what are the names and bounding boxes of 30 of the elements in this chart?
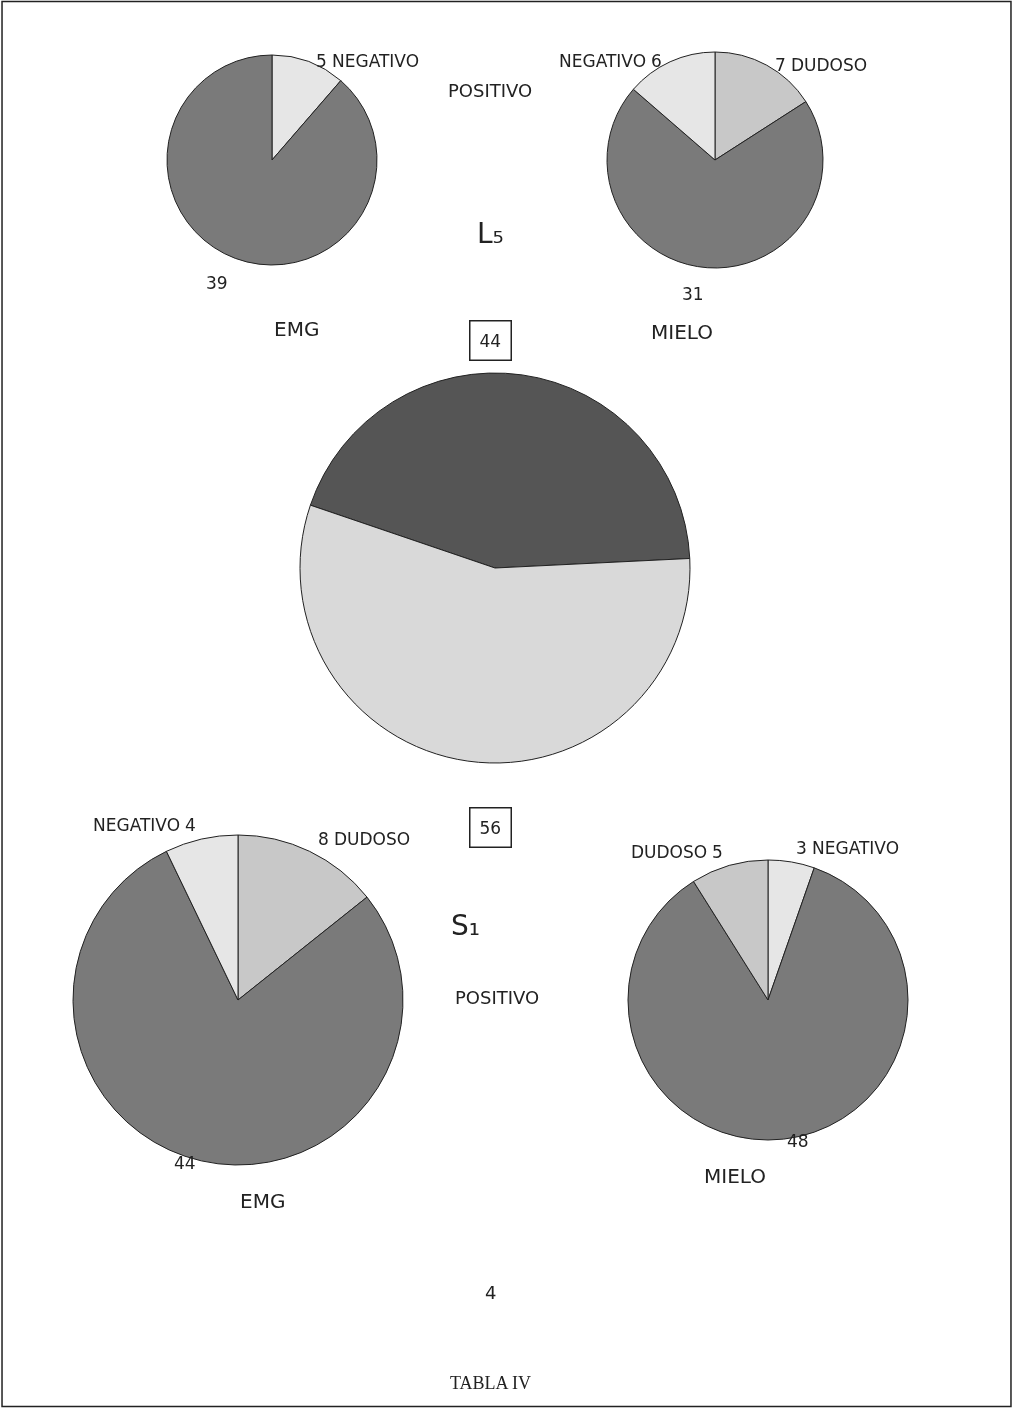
data-label: 44 — [174, 1153, 196, 1173]
data-label: 7 — [775, 55, 786, 75]
data-label: 8 — [318, 829, 329, 849]
slice-label: NEGATIVO — [812, 838, 900, 858]
data-label: 3 — [796, 838, 807, 858]
data-label: 5 — [712, 842, 723, 862]
data-label: 39 — [206, 273, 228, 293]
text: EMG — [274, 317, 320, 341]
data-label: 4 — [185, 815, 196, 835]
text: TABLA IV — [450, 1373, 532, 1393]
slice-label: NEGATIVO — [559, 51, 647, 71]
data-label: 5 — [316, 51, 327, 71]
slice-label: DUDOSO — [791, 55, 868, 75]
slice-label: DUDOSO — [631, 842, 708, 862]
text: POSITIVO — [455, 987, 540, 1008]
data-label: 44 — [479, 330, 502, 351]
slice-label: DUDOSO — [334, 829, 411, 849]
text: POSITIVO — [448, 80, 533, 101]
text: EMG — [240, 1189, 286, 1213]
data-label: 48 — [787, 1131, 809, 1151]
data-label: 6 — [651, 51, 662, 71]
data-label: 31 — [682, 284, 704, 304]
text: MIELO — [704, 1164, 766, 1188]
slice-label: NEGATIVO — [332, 51, 420, 71]
text: 4 — [485, 1282, 497, 1303]
text: MIELO — [651, 320, 713, 344]
text: S₁ — [451, 909, 480, 942]
slice-label: NEGATIVO — [93, 815, 181, 835]
data-label: 56 — [479, 817, 502, 838]
text: L₅ — [477, 217, 504, 250]
